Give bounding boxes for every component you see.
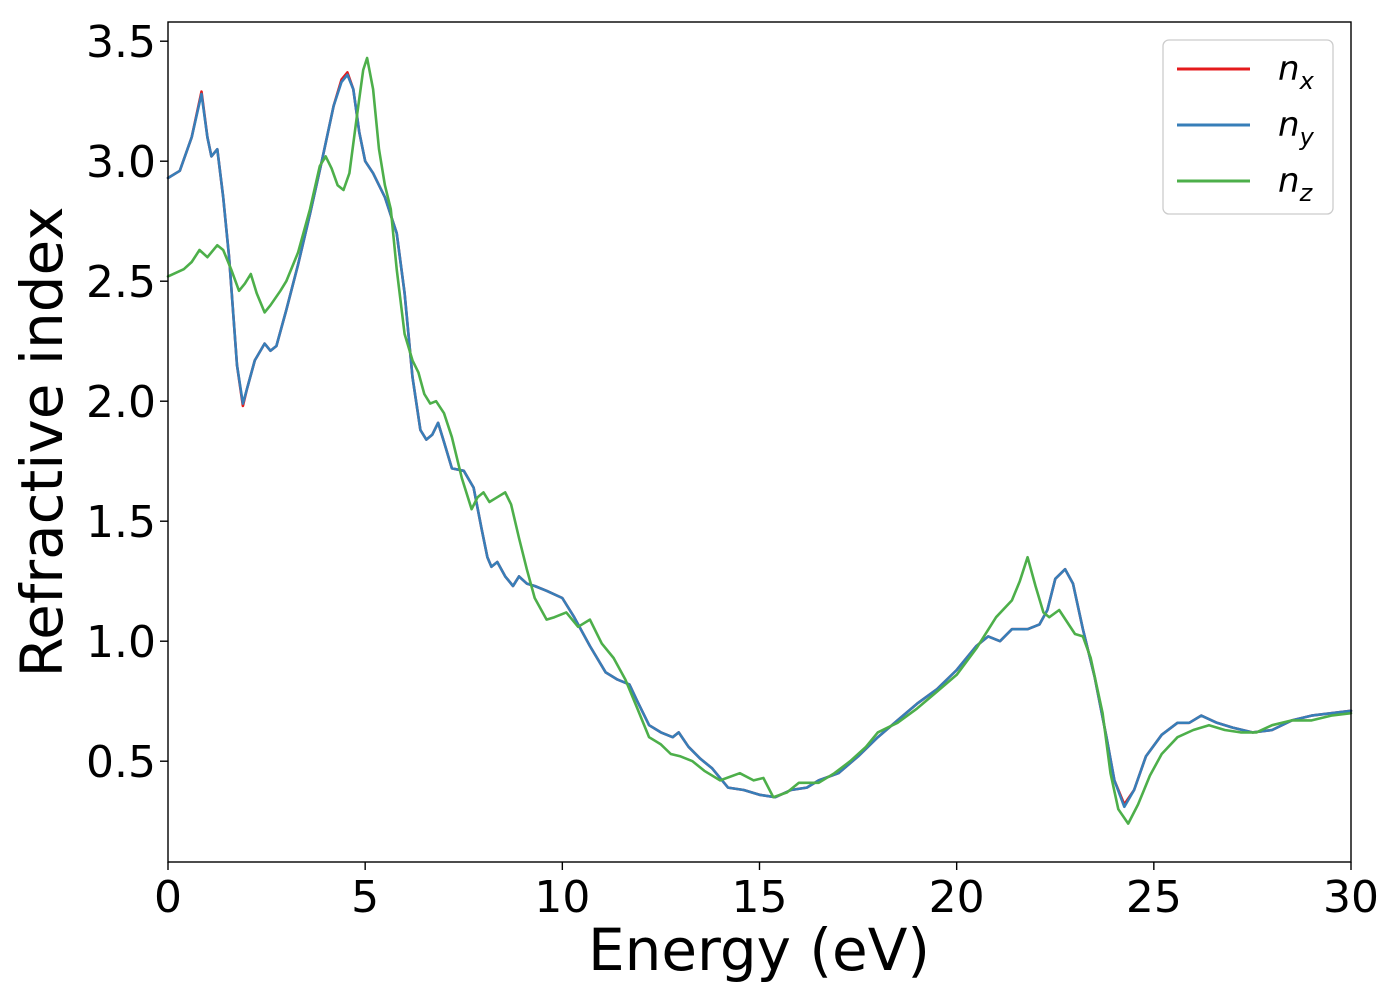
legend-label-main: n	[1278, 161, 1300, 201]
legend-label-nx: nx	[1278, 49, 1315, 95]
y-axis: 0.5 1.0 1.5 2.0 2.5 3.0 3.5	[86, 17, 168, 788]
series-layer	[166, 56, 1353, 825]
x-tick-label: 10	[534, 872, 590, 923]
y-tick-label: 0.5	[86, 737, 156, 788]
x-tick-label: 15	[732, 872, 788, 923]
y-tick-label: 2.0	[86, 377, 156, 428]
x-tick-label: 5	[351, 872, 379, 923]
legend-box	[1162, 39, 1334, 215]
x-tick-label: 20	[929, 872, 985, 923]
y-tick-label: 3.5	[86, 17, 156, 68]
x-tick-label: 25	[1126, 872, 1182, 923]
y-tick-label: 1.5	[86, 497, 156, 548]
x-axis-label: Energy (eV)	[588, 916, 930, 984]
legend-label-main: n	[1278, 105, 1300, 145]
legend-label-ny: ny	[1278, 105, 1315, 151]
y-tick-label: 1.0	[86, 617, 156, 668]
y-tick-label: 2.5	[86, 257, 156, 308]
series-line-nz	[166, 56, 1353, 825]
legend-label-nz: nz	[1278, 161, 1314, 207]
x-tick-label: 0	[154, 872, 182, 923]
y-axis-label: Refractive index	[8, 206, 76, 677]
x-tick-label: 30	[1323, 872, 1379, 923]
y-tick-label: 3.0	[86, 137, 156, 188]
legend-label-main: n	[1278, 49, 1300, 89]
legend-label-subscript: y	[1299, 123, 1315, 151]
legend-label-subscript: z	[1299, 179, 1314, 207]
x-axis: 0 5 10 15 20 25 30	[154, 862, 1379, 923]
legend-label-subscript: x	[1299, 67, 1315, 95]
